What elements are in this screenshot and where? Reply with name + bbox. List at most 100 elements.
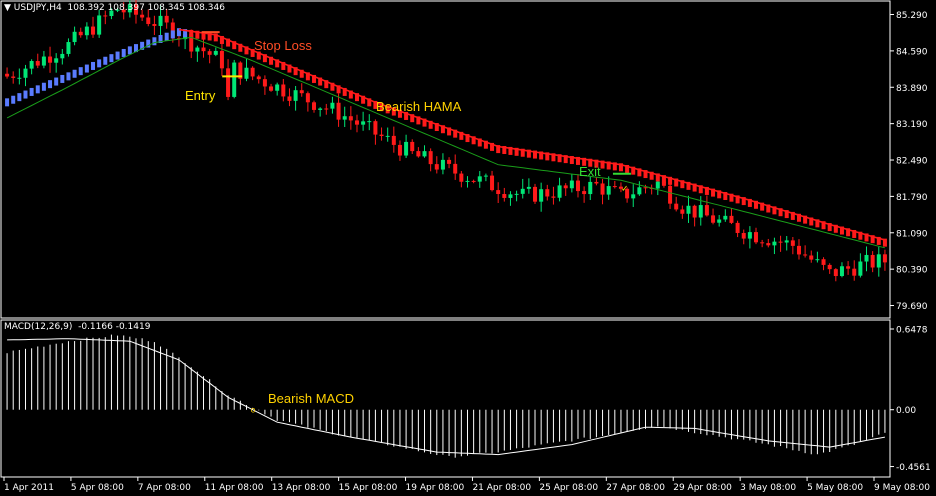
candle-body <box>496 190 501 194</box>
candle-body <box>11 76 16 78</box>
candle-body <box>852 268 857 276</box>
hama-bar <box>631 166 636 175</box>
hama-bar <box>502 146 507 155</box>
hama-bar <box>569 156 574 165</box>
time-tick-label: 25 Apr 08:00 <box>539 483 598 493</box>
hama-bar <box>447 127 452 136</box>
candle-body <box>121 9 126 13</box>
hama-bar <box>152 37 157 46</box>
hama-bar <box>287 64 292 73</box>
candle-body <box>846 266 851 269</box>
symbol-timeframe: USDJPY,H4 <box>13 3 62 13</box>
price-tick-label: 85.290 <box>896 11 928 21</box>
candle-body <box>342 116 347 120</box>
hama-bar <box>275 59 280 68</box>
hama-bar <box>839 226 844 235</box>
time-tick-label: 5 May 08:00 <box>807 483 863 493</box>
candle-body <box>299 90 304 94</box>
candle-body <box>680 209 685 214</box>
hama-bar <box>133 44 138 53</box>
candle-body <box>643 187 648 189</box>
candle-body <box>606 186 611 195</box>
hama-bar <box>361 95 366 104</box>
hama-bar <box>195 30 200 39</box>
hama-bar <box>747 198 752 207</box>
hama-bar <box>680 180 685 189</box>
candle-body <box>508 194 513 198</box>
time-axis: 1 Apr 2011 5 Apr 08:00 7 Apr 08:00 11 Apr 0… <box>3 477 930 493</box>
candle-body <box>600 183 605 195</box>
candle-body <box>287 96 292 101</box>
candle-body <box>533 186 538 202</box>
candle-body <box>741 232 746 239</box>
time-tick-label: 3 May 08:00 <box>740 483 796 493</box>
hama-bar <box>588 158 593 167</box>
candle-body <box>103 15 108 17</box>
candle-body <box>723 215 728 220</box>
candle-body <box>66 42 71 54</box>
time-tick-label: 15 Apr 08:00 <box>339 483 398 493</box>
hama-bar <box>97 59 102 68</box>
candle-body <box>655 181 660 189</box>
candle-body <box>692 205 697 218</box>
price-axis: 85.290 84.590 83.890 83.190 82.490 81.790 81.0… <box>890 11 928 312</box>
hama-bar <box>29 87 34 96</box>
ma-line <box>6 36 886 249</box>
candle-body <box>48 56 53 63</box>
hama-indicator <box>5 28 887 247</box>
hama-bar <box>176 28 181 37</box>
candle-body <box>416 151 421 157</box>
candle-body <box>520 188 525 194</box>
candle-body <box>250 67 255 77</box>
hama-bar <box>533 150 538 159</box>
hama-bar <box>600 160 605 169</box>
hama-bar <box>606 161 611 170</box>
macd-pane-frame <box>0 319 891 478</box>
hama-bar <box>575 156 580 165</box>
candle-body <box>391 135 396 145</box>
hama-bar <box>440 125 445 134</box>
price-tick-label: 84.590 <box>896 47 928 57</box>
candle-body <box>815 259 820 261</box>
bearish-macd-annotation: Bearish MACD <box>268 391 354 406</box>
candle-body <box>226 68 231 97</box>
price-tick-label: 79.690 <box>896 302 928 312</box>
dropdown-triangle-icon[interactable]: ▼ <box>4 3 11 13</box>
candle-body <box>5 73 10 77</box>
hama-bar <box>766 204 771 213</box>
hama-bar <box>416 116 421 125</box>
hama-bar <box>305 72 310 81</box>
hama-bar <box>127 46 132 55</box>
candle-body <box>213 50 218 55</box>
candle-body <box>459 173 464 182</box>
hama-bar <box>526 149 531 158</box>
candle-body <box>348 116 353 121</box>
hama-bar <box>612 162 617 171</box>
hama-bar <box>397 109 402 118</box>
hama-bar <box>354 93 359 102</box>
chart-frame <box>0 0 891 478</box>
hama-bar <box>674 178 679 187</box>
candle-body <box>275 84 280 91</box>
hama-bar <box>146 39 151 48</box>
hama-bar <box>121 48 126 57</box>
candle-body <box>91 26 96 35</box>
hama-bar <box>686 181 691 190</box>
candle-body <box>133 4 138 15</box>
hama-bar <box>754 200 759 209</box>
hama-bar <box>23 90 28 99</box>
candle-body <box>41 56 46 66</box>
candle-body <box>305 93 310 103</box>
hama-bar <box>330 82 335 91</box>
hama-bar <box>410 114 415 123</box>
time-tick-label: 11 Apr 08:00 <box>205 483 264 493</box>
candle-body <box>60 53 65 59</box>
candle-body <box>618 186 623 189</box>
candle-body <box>164 15 169 23</box>
candle-body <box>471 180 476 182</box>
hama-bar <box>428 120 433 129</box>
hama-bar <box>183 29 188 38</box>
hama-bar <box>711 188 716 197</box>
candle-body <box>661 181 666 186</box>
